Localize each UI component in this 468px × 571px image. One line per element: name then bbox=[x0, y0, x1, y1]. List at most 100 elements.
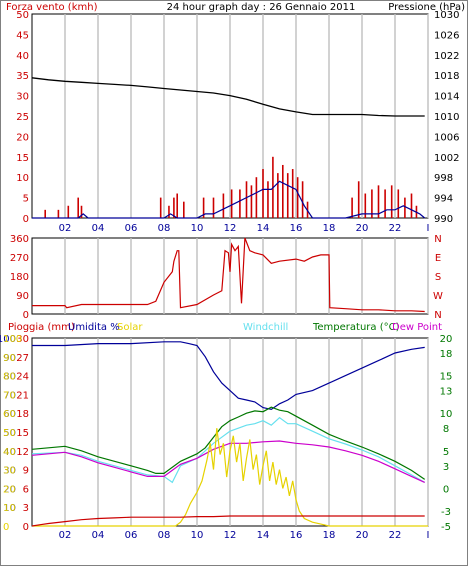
pressure-tick-label: 1018 bbox=[434, 71, 459, 82]
temperature-humidity-x-tick-label: 10 bbox=[191, 530, 204, 541]
wind-gust-bar bbox=[245, 181, 248, 218]
wind-gust-bar bbox=[222, 193, 225, 218]
solar-tick-label: 40 bbox=[3, 447, 16, 458]
pressure-line bbox=[31, 77, 425, 117]
wind-pressure-x-tick-label: 06 bbox=[125, 223, 138, 234]
pressure-tick-label: 1022 bbox=[434, 51, 459, 62]
temperature-humidity-x-tick-label: 08 bbox=[158, 530, 171, 541]
wind-gust-bar bbox=[212, 197, 215, 218]
wind-pressure-panel: 0510152025303540455099099499810021006101… bbox=[16, 10, 459, 234]
wind-gust-bar bbox=[296, 177, 299, 218]
temperature-humidity-x-tick-label: 12 bbox=[224, 530, 237, 541]
compass-tick-label: S bbox=[435, 272, 441, 283]
temperature-tick-label: 3 bbox=[443, 462, 449, 473]
humidity-tick-label: 70 bbox=[3, 390, 16, 401]
solar-tick-label: 10 bbox=[3, 503, 16, 514]
temperature-humidity-x-tick-label: 04 bbox=[92, 530, 105, 541]
wind-pressure-x-tick-label: 14 bbox=[257, 223, 270, 234]
temperature-humidity-x-tick-label: 20 bbox=[356, 530, 369, 541]
temperature-tick-label: 0 bbox=[443, 484, 449, 495]
wind-pressure-x-tick-label: 20 bbox=[356, 223, 369, 234]
humidity-label: Umidita % bbox=[68, 322, 120, 333]
temperature-tick-label: -3 bbox=[441, 507, 451, 518]
rain-tick-label: 6 bbox=[23, 484, 29, 495]
direction-tick-label: 270 bbox=[10, 253, 29, 264]
temperature-tick-label: 20 bbox=[440, 334, 453, 345]
solar-tick-label: 70 bbox=[3, 390, 16, 401]
wind-gust-bar bbox=[357, 181, 360, 218]
pressure-tick-label: 1026 bbox=[434, 30, 459, 41]
windchill-label: Windchill bbox=[243, 322, 288, 333]
humidity-tick-label: 60 bbox=[3, 409, 16, 420]
wind-speed-tick-label: 50 bbox=[16, 10, 29, 21]
wind-gust-bar bbox=[262, 169, 264, 218]
wind-gust-bar bbox=[239, 189, 241, 218]
wind-gust-bar bbox=[267, 181, 269, 218]
wind-speed-tick-label: 0 bbox=[23, 214, 29, 225]
wind-gust-bar bbox=[168, 205, 170, 218]
temperatura-c-line bbox=[31, 406, 426, 480]
pressure-tick-label: 998 bbox=[434, 173, 453, 184]
solar-tick-label: 0 bbox=[3, 522, 9, 533]
dewpoint-label: Dew Point bbox=[392, 322, 442, 333]
wind-gust-bar bbox=[301, 181, 304, 218]
wind-gust-bar bbox=[364, 193, 367, 218]
direction-tick-label: 90 bbox=[16, 291, 29, 302]
wind-gust-bar bbox=[286, 173, 289, 218]
humidity-tick-label: 40 bbox=[3, 447, 16, 458]
wind-speed-tick-label: 5 bbox=[23, 194, 29, 205]
direction-tick-label: 180 bbox=[10, 272, 29, 283]
wind-speed-tick-label: 10 bbox=[16, 173, 29, 184]
temperature-tick-label: 18 bbox=[440, 349, 453, 360]
pressure-axis-title: Pressione (hPa) bbox=[388, 2, 465, 13]
wind-gust-bar bbox=[173, 197, 175, 218]
direction-tick-label: 0 bbox=[23, 310, 29, 321]
rain-tick-label: 18 bbox=[16, 409, 29, 420]
solar-tick-label: 60 bbox=[3, 409, 16, 420]
direction-tick-label: 360 bbox=[10, 234, 29, 245]
wind-gust-bar bbox=[183, 201, 185, 218]
rain-tick-label: 21 bbox=[16, 390, 29, 401]
wind-pressure-x-tick-label: 18 bbox=[323, 223, 336, 234]
wind-pressure-x-tick-label: 16 bbox=[290, 223, 303, 234]
wind-gust-bar bbox=[80, 205, 83, 218]
temperature-humidity-x-tick-label: 14 bbox=[257, 530, 270, 541]
wind-pressure-x-tick-label: 10 bbox=[191, 223, 204, 234]
solar-tick-label: 90 bbox=[3, 353, 16, 364]
wind-gust-bar bbox=[230, 189, 233, 218]
pressure-tick-label: 1014 bbox=[434, 92, 459, 103]
compass-tick-label: N bbox=[434, 234, 441, 245]
temperature-humidity-x-tick-label: 06 bbox=[125, 530, 138, 541]
rain-label: Pioggia (mm) bbox=[8, 322, 75, 333]
wind-gust-bar bbox=[250, 185, 253, 218]
pressure-tick-label: 1002 bbox=[434, 153, 459, 164]
wind-speed-tick-label: 40 bbox=[16, 51, 29, 62]
wind-gust-bar bbox=[397, 189, 400, 218]
solar-tick-label: 50 bbox=[3, 428, 16, 439]
graph-title: 24 hour graph day : 26 Gennaio 2011 bbox=[167, 2, 356, 13]
temperature-tick-label: 15 bbox=[440, 372, 453, 383]
wind-gust-bar bbox=[202, 197, 205, 218]
temperature-humidity-x-tick-label: 18 bbox=[323, 530, 336, 541]
rain-tick-label: 12 bbox=[16, 447, 29, 458]
wind-speed-tick-label: 15 bbox=[16, 153, 29, 164]
solar-tick-label: 20 bbox=[3, 484, 16, 495]
temperature-tick-label: 10 bbox=[440, 409, 453, 420]
pressure-tick-label: 994 bbox=[434, 194, 453, 205]
solar-tick-label: 100 bbox=[3, 334, 22, 345]
wind-average-line bbox=[32, 180, 426, 219]
wind-gust-bar bbox=[44, 209, 46, 218]
temperature-tick-label: 5 bbox=[443, 447, 449, 458]
umidita-line bbox=[32, 341, 425, 411]
wind-gust-bar bbox=[410, 193, 413, 218]
temperature-humidity-panel: 0369121518212427301020304050607080901000… bbox=[0, 334, 452, 541]
rain-tick-label: 24 bbox=[16, 372, 29, 383]
humidity-tick-label: 90 bbox=[3, 353, 16, 364]
wind-gust-bar bbox=[67, 205, 70, 218]
rain-tick-label: 3 bbox=[23, 503, 29, 514]
humidity-tick-label: 10 bbox=[3, 503, 16, 514]
wind-pressure-x-tick-label: 02 bbox=[59, 223, 72, 234]
temperature-humidity-x-tick-label: I bbox=[427, 530, 430, 541]
dew-point-line bbox=[31, 440, 425, 483]
